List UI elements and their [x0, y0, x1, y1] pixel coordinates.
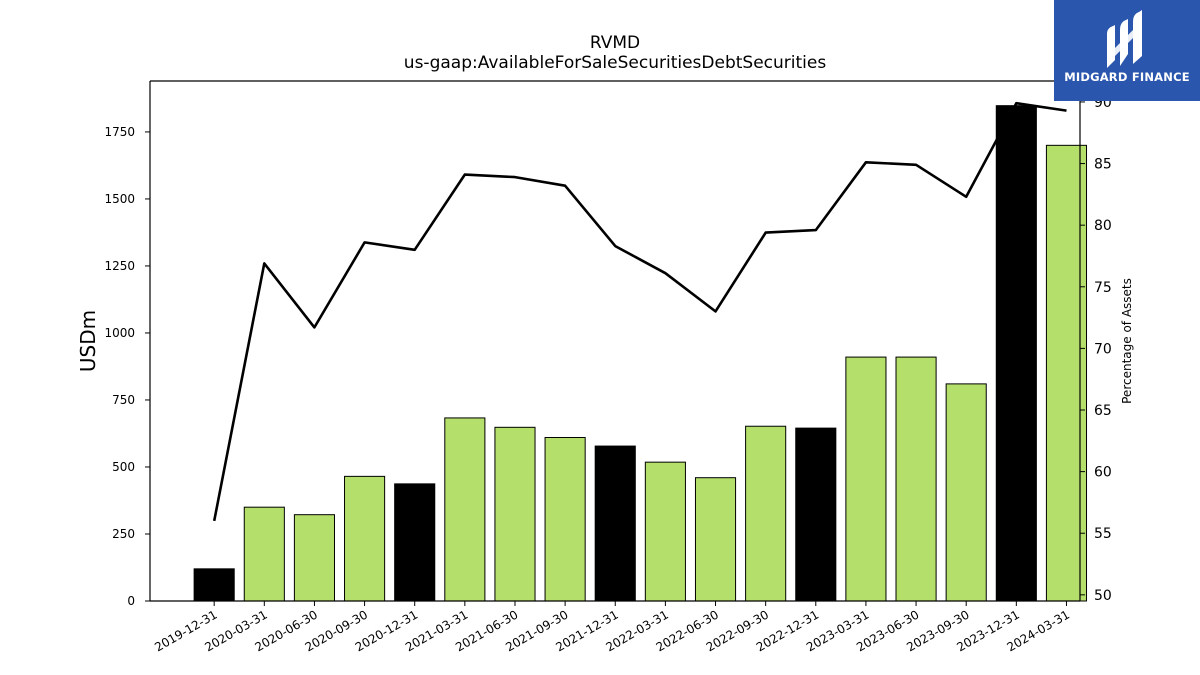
bar-2022-06-30: [694, 477, 737, 602]
y-tick-label: 750: [112, 393, 135, 407]
bar-2021-12-31: [594, 445, 636, 602]
bar-2020-03-31: [243, 506, 285, 602]
y-tick-label: 1500: [104, 192, 135, 206]
y2-tick-label: 55: [1094, 526, 1112, 542]
percentage-line: [212, 101, 1067, 522]
bar-2021-03-31: [444, 417, 486, 602]
y2-tick-label: 50: [1094, 588, 1112, 604]
y-tick-label: 1750: [104, 125, 135, 139]
bar-2022-09-30: [745, 425, 787, 602]
bar-2021-06-30: [494, 426, 536, 602]
y-tick-label: 500: [112, 460, 135, 474]
logo-text: MIDGARD FINANCE: [1064, 70, 1190, 84]
bar-2020-12-31: [394, 483, 436, 602]
chart-subtitle: us-gaap:AvailableForSaleSecuritiesDebtSe…: [404, 53, 827, 73]
y-tick-label: 1000: [104, 326, 135, 340]
bar-2020-09-30: [344, 475, 386, 602]
bars-group: [193, 105, 1088, 602]
y-tick-label: 250: [112, 527, 135, 541]
bar-2023-09-30: [945, 383, 987, 602]
bar-2023-12-31: [995, 105, 1037, 602]
midgard-logo-icon: [1107, 10, 1142, 68]
y2-tick-label: 75: [1094, 280, 1112, 296]
bar-2022-03-31: [644, 461, 686, 602]
bar-2019-12-31: [193, 568, 235, 602]
y-tick-label: 0: [127, 594, 135, 608]
y2-tick-label: 65: [1094, 403, 1112, 419]
bar-2023-03-31: [845, 356, 887, 602]
y-axis-label: USDm: [76, 310, 100, 372]
y2-tick-label: 60: [1094, 465, 1112, 481]
y-tick-label: 1250: [104, 259, 135, 273]
logo-badge: MIDGARD FINANCE: [1054, 0, 1200, 101]
chart-title: RVMD: [590, 33, 640, 53]
bar-2020-06-30: [293, 514, 335, 602]
line-group: [212, 101, 1067, 522]
bar-2022-12-31: [795, 427, 837, 602]
bar-2021-09-30: [544, 436, 586, 602]
y2-tick-label: 85: [1094, 157, 1112, 173]
bar-2023-06-30: [895, 356, 937, 602]
y2-tick-label: 70: [1094, 341, 1112, 357]
y2-tick-label: 80: [1094, 218, 1112, 234]
y2-axis-label: Percentage of Assets: [1120, 278, 1134, 404]
